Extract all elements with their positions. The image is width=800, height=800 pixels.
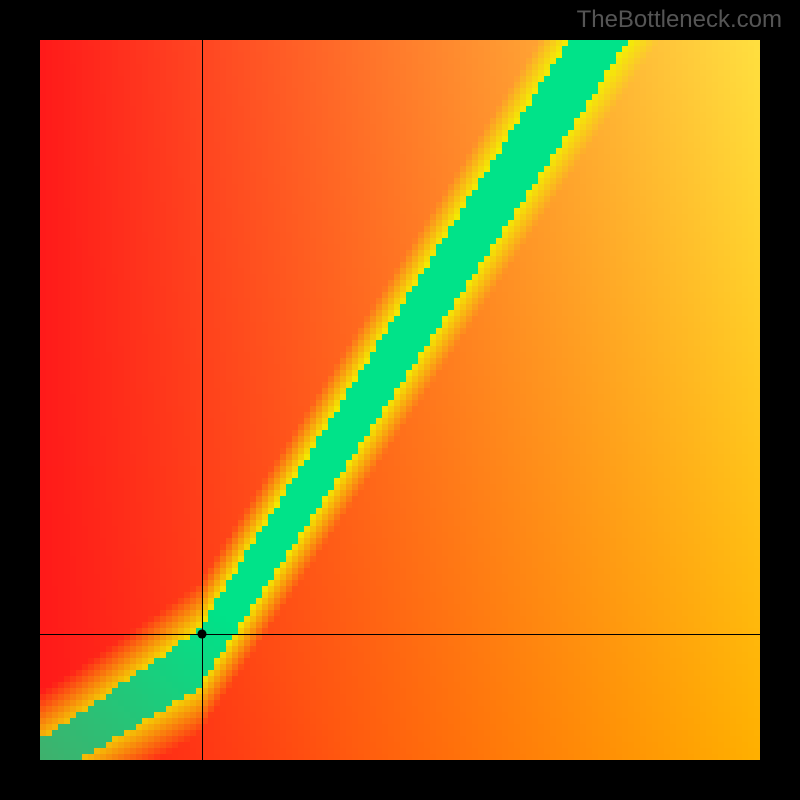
root: TheBottleneck.com [0,0,800,800]
watermark-text: TheBottleneck.com [577,6,782,34]
bottleneck-heatmap [40,40,760,760]
